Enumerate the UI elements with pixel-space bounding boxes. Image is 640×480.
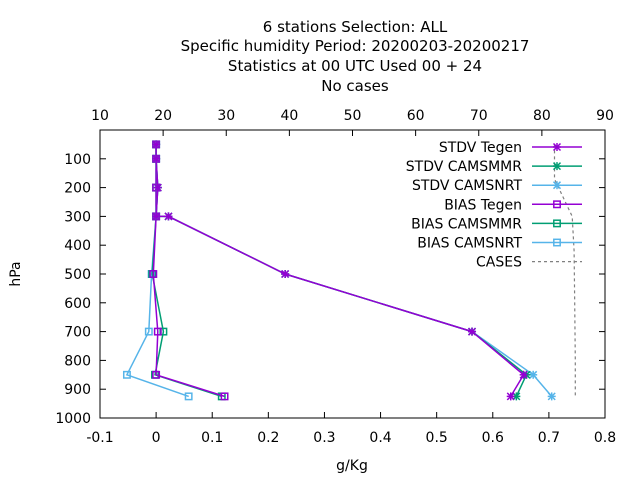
chart-title: 6 stations Selection: ALL Specific humid… xyxy=(181,18,530,95)
legend-label: BIAS CAMSNRT xyxy=(417,236,522,252)
x2-tick-label: 80 xyxy=(533,108,551,124)
x-tick-label: 0.1 xyxy=(201,430,223,446)
x2-tick-label: 40 xyxy=(280,108,298,124)
data-point xyxy=(149,270,158,278)
series-cases xyxy=(553,144,576,397)
x-tick-label: 0.8 xyxy=(594,430,616,446)
x2-tick-label: 30 xyxy=(217,108,235,124)
x2-tick-label: 10 xyxy=(91,108,109,124)
x-tick-label: -0.1 xyxy=(86,430,113,446)
data-point xyxy=(553,238,561,247)
x2-tick-label: 20 xyxy=(154,108,172,124)
x-tick-label: 0 xyxy=(152,430,161,446)
x-tick-label: 0.4 xyxy=(369,430,391,446)
series-stdv-tegen xyxy=(152,140,528,401)
x2-axis: 10 20 30 40 50 60 70 80 90 xyxy=(91,108,614,136)
data-point xyxy=(220,392,229,401)
x-tick-label: 0.6 xyxy=(482,430,504,446)
title-line-2: Specific humidity Period: 20200203-20200… xyxy=(181,37,530,55)
series-line xyxy=(553,144,576,397)
y-tick-label: 600 xyxy=(64,296,91,312)
data-point xyxy=(159,327,168,336)
x-tick-label: 0.2 xyxy=(257,430,279,446)
x2-tick-label: 70 xyxy=(470,108,488,124)
legend-label: CASES xyxy=(476,255,522,271)
series-layer xyxy=(122,140,576,401)
title-line-1: 6 stations Selection: ALL xyxy=(263,18,448,36)
y-tick-label: 900 xyxy=(64,382,91,398)
legend-label: STDV Tegen xyxy=(439,140,522,156)
y-tick-label: 100 xyxy=(64,152,91,168)
x-tick-label: 0.5 xyxy=(426,430,448,446)
data-point xyxy=(184,392,193,401)
title-line-3: Statistics at 00 UTC Used 00 + 24 xyxy=(228,57,482,75)
data-point xyxy=(144,327,153,336)
x2-tick-label: 50 xyxy=(344,108,362,124)
series-bias-camsmmr xyxy=(148,140,226,401)
data-point xyxy=(153,327,162,336)
series-line xyxy=(152,144,225,398)
data-point xyxy=(553,219,561,228)
y-tick-label: 700 xyxy=(64,325,91,341)
data-point xyxy=(553,200,561,209)
y-axis: 100 200 300 400 500 600 700 800 900 1000 xyxy=(55,152,605,427)
series-line xyxy=(151,144,223,398)
x-tick-label: 0.7 xyxy=(538,430,560,446)
y-tick-label: 1000 xyxy=(55,411,91,427)
x-axis: -0.1 0 0.1 0.2 0.3 0.4 0.5 0.6 0.7 0.8 xyxy=(86,412,616,446)
legend-label: BIAS CAMSMMR xyxy=(411,216,522,232)
x-tick-label: 0.3 xyxy=(313,430,335,446)
legend-label: STDV CAMSMMR xyxy=(406,159,522,175)
y-tick-label: 200 xyxy=(64,181,91,197)
y-tick-label: 800 xyxy=(64,353,91,369)
legend: STDV Tegen STDV CAMSMMR STDV CAMSNRT BIAS T… xyxy=(406,140,582,271)
y-axis-label: hPa xyxy=(8,261,24,286)
data-point xyxy=(122,370,131,379)
y-tick-label: 400 xyxy=(64,238,91,254)
x-axis-label: g/Kg xyxy=(336,458,368,474)
legend-label: BIAS Tegen xyxy=(444,197,522,213)
legend-label: STDV CAMSNRT xyxy=(412,178,523,194)
x2-tick-label: 60 xyxy=(407,108,425,124)
y-tick-label: 500 xyxy=(64,267,91,283)
x2-tick-label: 90 xyxy=(596,108,614,124)
title-line-4: No cases xyxy=(321,77,389,95)
y-tick-label: 300 xyxy=(64,209,91,225)
data-point xyxy=(152,370,161,379)
series-bias-tegen xyxy=(149,140,229,401)
